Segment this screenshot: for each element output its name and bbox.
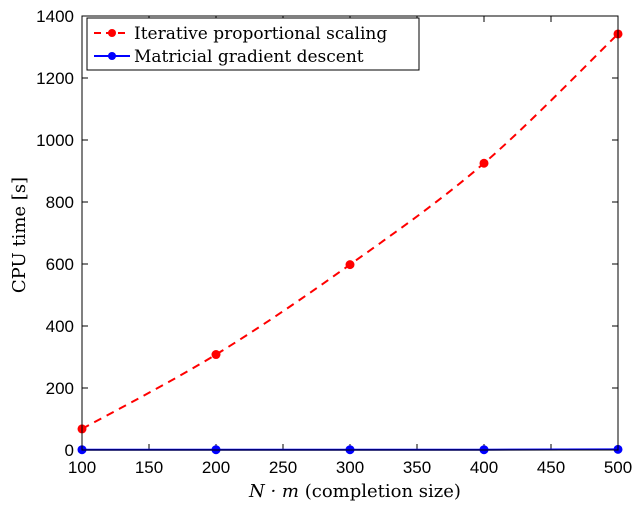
- x-tick-label: 100: [68, 458, 96, 477]
- legend-box: [86, 17, 420, 71]
- x-tick-label: 250: [269, 458, 297, 477]
- series-layer: [77, 29, 623, 455]
- x-tick-label: 500: [604, 458, 632, 477]
- y-tick-label: 400: [46, 317, 74, 336]
- legend-item-ips: Iterative proportional scaling: [94, 24, 387, 44]
- series-0-point: [211, 350, 221, 360]
- y-tick-label: 200: [46, 379, 74, 398]
- legend-marker-ips: [108, 29, 116, 37]
- x-tick-label: 150: [135, 458, 163, 477]
- y-tick-label: 1000: [36, 131, 74, 150]
- x-tick-label: 400: [470, 458, 498, 477]
- ticks-layer: 100 150 200 250 300 350 400 450 500 0 200 400 600 800…: [36, 7, 632, 477]
- y-axis-label: CPU time [s]: [9, 177, 30, 293]
- x-tick-label: 200: [202, 458, 230, 477]
- x-axis-label: N · m (completion size): [248, 481, 461, 502]
- series-0-point: [345, 260, 355, 270]
- y-tick-label: 600: [46, 255, 74, 274]
- x-tick-label: 350: [403, 458, 431, 477]
- y-tick-label: 1400: [36, 7, 74, 26]
- x-tick-label: 450: [537, 458, 565, 477]
- legend-label-mgd: Matricial gradient descent: [134, 47, 364, 67]
- legend-label-ips: Iterative proportional scaling: [134, 24, 387, 44]
- series-0-point: [479, 158, 489, 168]
- y-tick-label: 800: [46, 193, 74, 212]
- legend: Iterative proportional scaling Matricial…: [86, 17, 420, 71]
- legend-item-mgd: Matricial gradient descent: [94, 47, 364, 67]
- series-line-0: [81, 33, 619, 430]
- plot-frame: [81, 15, 619, 451]
- x-tick-label: 300: [336, 458, 364, 477]
- y-tick-label: 0: [65, 441, 74, 460]
- y-tick-label: 1200: [36, 69, 74, 88]
- legend-marker-mgd: [108, 52, 116, 60]
